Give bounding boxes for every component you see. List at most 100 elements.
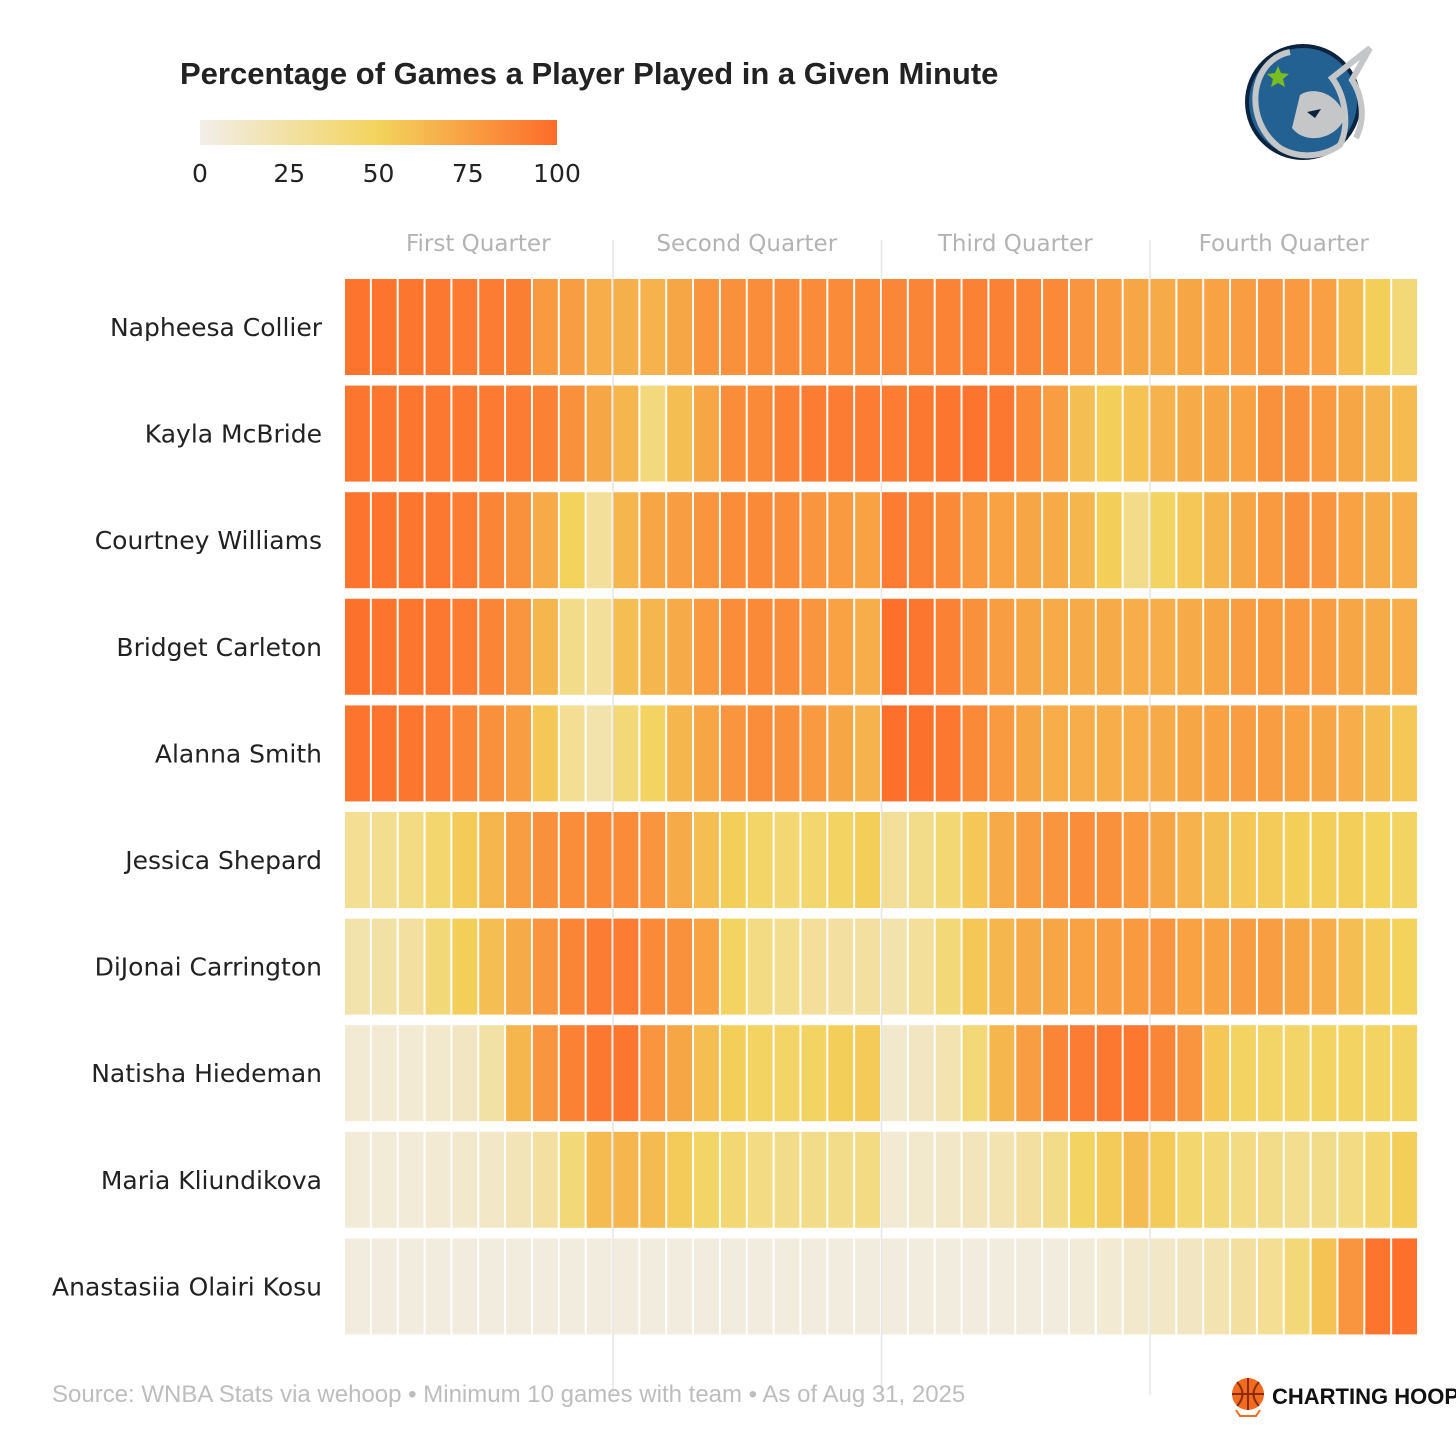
heatmap-cell xyxy=(559,1025,585,1122)
heatmap-cell xyxy=(1231,385,1256,482)
heatmap-cell xyxy=(613,1025,639,1122)
heatmap-cell xyxy=(774,279,800,375)
heatmap-cell xyxy=(855,812,880,908)
heatmap-cell xyxy=(908,1025,934,1122)
heatmap-cell xyxy=(1096,1131,1122,1228)
heatmap-cell xyxy=(532,705,558,802)
heatmap-cell xyxy=(935,279,961,375)
heatmap-cell xyxy=(640,1238,666,1335)
heatmap-cell xyxy=(1257,492,1283,589)
heatmap-cell xyxy=(962,1131,988,1228)
player-label: Maria Kliundikova xyxy=(101,1166,322,1195)
heatmap-cell xyxy=(398,705,424,802)
heatmap-cell xyxy=(1365,812,1391,908)
heatmap-cell xyxy=(1016,598,1042,695)
heatmap-cell xyxy=(345,385,370,482)
heatmap-cell xyxy=(559,1238,585,1335)
heatmap-cell xyxy=(801,918,827,1015)
heatmap-cell xyxy=(962,1025,988,1122)
heatmap-cell xyxy=(935,918,961,1015)
heatmap-cell xyxy=(532,492,558,589)
heatmap-cell xyxy=(801,1025,827,1122)
heatmap-cell xyxy=(989,1025,1015,1122)
heatmap-cell xyxy=(935,812,961,908)
heatmap-cell xyxy=(882,918,907,1015)
heatmap-cell xyxy=(855,918,880,1015)
heatmap-cell xyxy=(1177,279,1203,375)
heatmap-cell xyxy=(371,1238,397,1335)
heatmap-cell xyxy=(1338,492,1364,589)
heatmap-cell xyxy=(882,1025,907,1122)
heatmap-cell xyxy=(667,385,693,482)
heatmap-cell xyxy=(989,1238,1015,1335)
heatmap-cell xyxy=(479,279,505,375)
heatmap-cell xyxy=(747,279,773,375)
heatmap-cell xyxy=(855,279,880,375)
heatmap-cell xyxy=(747,1238,773,1335)
heatmap-cell xyxy=(532,812,558,908)
player-label: Jessica Shepard xyxy=(123,846,322,875)
heatmap-cell xyxy=(1284,1238,1310,1335)
heatmap-cell xyxy=(962,598,988,695)
heatmap-cell xyxy=(532,1238,558,1335)
heatmap-cell xyxy=(1150,918,1176,1015)
heatmap-cell xyxy=(1204,1238,1230,1335)
heatmap-cell xyxy=(908,279,934,375)
heatmap-cell xyxy=(694,279,719,375)
heatmap-cell xyxy=(479,1131,505,1228)
heatmap-cell xyxy=(1392,1025,1417,1122)
heatmap-cell xyxy=(613,1131,639,1228)
heatmap-cell xyxy=(1123,812,1149,908)
heatmap-cell xyxy=(747,385,773,482)
heatmap-cell xyxy=(586,705,612,802)
heatmap-cell xyxy=(1284,385,1310,482)
heatmap-cell xyxy=(801,1131,827,1228)
heatmap-cell xyxy=(479,918,505,1015)
heatmap-cell xyxy=(532,1131,558,1228)
heatmap-cell xyxy=(720,279,746,375)
heatmap-cell xyxy=(371,705,397,802)
heatmap-cell xyxy=(1043,1131,1068,1228)
heatmap-cell xyxy=(908,385,934,482)
heatmap-cell xyxy=(559,385,585,482)
heatmap-cell xyxy=(425,385,451,482)
heatmap-cell xyxy=(1150,812,1176,908)
heatmap-cell xyxy=(1284,918,1310,1015)
heatmap-cell xyxy=(1177,1238,1203,1335)
heatmap-cell xyxy=(774,1025,800,1122)
heatmap-cell xyxy=(667,598,693,695)
heatmap-cell xyxy=(1338,1025,1364,1122)
basketball-icon xyxy=(1232,1378,1264,1417)
heatmap-cell xyxy=(1231,918,1256,1015)
heatmap-cell xyxy=(935,385,961,482)
heatmap-cell xyxy=(506,705,531,802)
heatmap-cell xyxy=(1043,385,1068,482)
heatmap-cell xyxy=(1257,1131,1283,1228)
heatmap-cell xyxy=(1043,598,1068,695)
heatmap-cell xyxy=(371,385,397,482)
heatmap-cell xyxy=(640,279,666,375)
heatmap-cell xyxy=(1231,492,1256,589)
heatmap-cell xyxy=(935,705,961,802)
heatmap-cell xyxy=(1204,1131,1230,1228)
heatmap-cell xyxy=(1392,1131,1417,1228)
heatmap-cell xyxy=(855,492,880,589)
heatmap-cell xyxy=(1231,1025,1256,1122)
heatmap-cell xyxy=(1392,492,1417,589)
heatmap-cell xyxy=(989,705,1015,802)
heatmap-cell xyxy=(1177,812,1203,908)
heatmap-cell xyxy=(1177,918,1203,1015)
quarter-label: Second Quarter xyxy=(656,231,837,257)
heatmap-cell xyxy=(1365,279,1391,375)
heatmap-cell xyxy=(720,1238,746,1335)
heatmap-cell xyxy=(774,1238,800,1335)
player-label: Kayla McBride xyxy=(145,420,322,449)
heatmap-cell xyxy=(1204,279,1230,375)
heatmap-cell xyxy=(801,598,827,695)
heatmap-cell xyxy=(1123,385,1149,482)
heatmap-cell xyxy=(694,385,719,482)
heatmap-cell xyxy=(640,598,666,695)
heatmap-cell xyxy=(613,598,639,695)
heatmap-cell xyxy=(908,812,934,908)
